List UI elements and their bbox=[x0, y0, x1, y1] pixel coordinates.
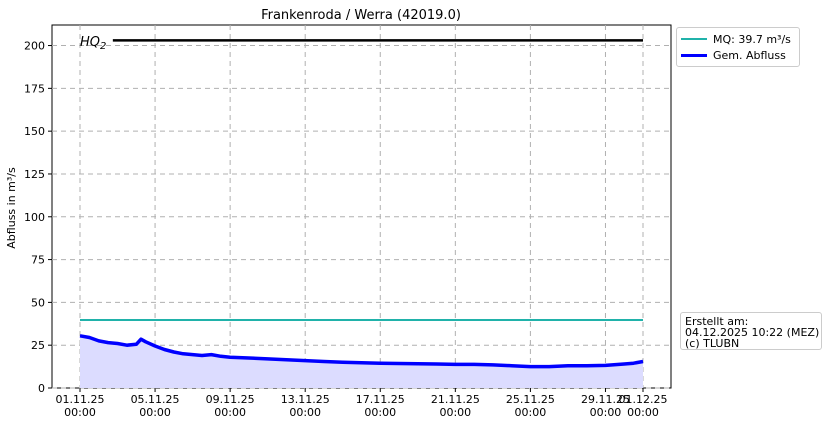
legend: MQ: 39.7 m³/s Gem. Abfluss bbox=[676, 27, 800, 67]
hq-label-text: HQ bbox=[80, 35, 100, 50]
chart-title: Frankenroda / Werra (42019.0) bbox=[261, 8, 461, 23]
y-tick-label: 125 bbox=[24, 168, 45, 181]
x-tick-label-time: 00:00 bbox=[439, 406, 471, 419]
info-box: Erstellt am: 04.12.2025 10:22 (MEZ) (c) … bbox=[680, 312, 822, 350]
x-tick-label-date: 17.11.25 bbox=[356, 393, 405, 406]
x-tick-label-time: 00:00 bbox=[214, 406, 246, 419]
info-created-date: 04.12.2025 10:22 (MEZ) bbox=[685, 326, 820, 339]
legend-label-flow: Gem. Abfluss bbox=[713, 48, 786, 62]
flow-fill-area bbox=[80, 335, 643, 388]
info-created-label: Erstellt am: bbox=[685, 315, 749, 328]
x-tick-label-time: 00:00 bbox=[364, 406, 396, 419]
hq-label: HQ2 bbox=[80, 35, 106, 52]
y-tick-label: 50 bbox=[31, 296, 45, 309]
y-tick-label: 0 bbox=[38, 382, 45, 395]
flow-area-fill bbox=[80, 335, 643, 388]
legend-item-flow: Gem. Abfluss bbox=[681, 48, 786, 62]
y-tick-labels: 0 25 50 75 100 125 150 175 200 bbox=[24, 40, 52, 395]
x-tick-label-time: 00:00 bbox=[139, 406, 171, 419]
info-copyright: (c) TLUBN bbox=[685, 337, 740, 350]
grid-lines bbox=[52, 25, 671, 389]
x-tick-labels: 01.11.2500:0005.11.2500:0009.11.2500:001… bbox=[56, 388, 668, 419]
series-lines bbox=[79, 39, 644, 369]
x-tick-label-time: 00:00 bbox=[289, 406, 321, 419]
y-tick-label: 175 bbox=[24, 82, 45, 95]
flow-series-line bbox=[79, 334, 644, 369]
x-tick-label-date: 01.12.25 bbox=[619, 393, 668, 406]
x-tick-label-time: 00:00 bbox=[64, 406, 96, 419]
hq-label-subscript: 2 bbox=[100, 41, 106, 52]
legend-swatch-mq bbox=[681, 38, 707, 40]
x-tick-label-date: 09.11.25 bbox=[206, 393, 255, 406]
svg-text:HQ2: HQ2 bbox=[80, 35, 106, 52]
legend-label-mq: MQ: 39.7 m³/s bbox=[713, 32, 791, 46]
y-tick-label: 25 bbox=[31, 339, 45, 352]
x-tick-label-date: 05.11.25 bbox=[131, 393, 180, 406]
y-tick-label: 75 bbox=[31, 254, 45, 267]
x-tick-label-date: 13.11.25 bbox=[281, 393, 330, 406]
x-tick-label-date: 01.11.25 bbox=[56, 393, 105, 406]
y-axis-label: Abfluss in m³/s bbox=[5, 167, 18, 249]
x-tick-label-time: 00:00 bbox=[627, 406, 659, 419]
y-tick-label: 150 bbox=[24, 125, 45, 138]
x-tick-label-time: 00:00 bbox=[515, 406, 547, 419]
y-tick-label: 100 bbox=[24, 211, 45, 224]
legend-item-mq: MQ: 39.7 m³/s bbox=[681, 32, 791, 46]
x-tick-label-time: 00:00 bbox=[590, 406, 622, 419]
legend-swatch-flow bbox=[681, 53, 707, 57]
x-tick-label-date: 21.11.25 bbox=[431, 393, 480, 406]
plot-area bbox=[51, 24, 672, 389]
x-tick-label-date: 25.11.25 bbox=[506, 393, 555, 406]
x-tick-label-date: 29.11.25 bbox=[581, 393, 630, 406]
y-tick-label: 200 bbox=[24, 40, 45, 53]
